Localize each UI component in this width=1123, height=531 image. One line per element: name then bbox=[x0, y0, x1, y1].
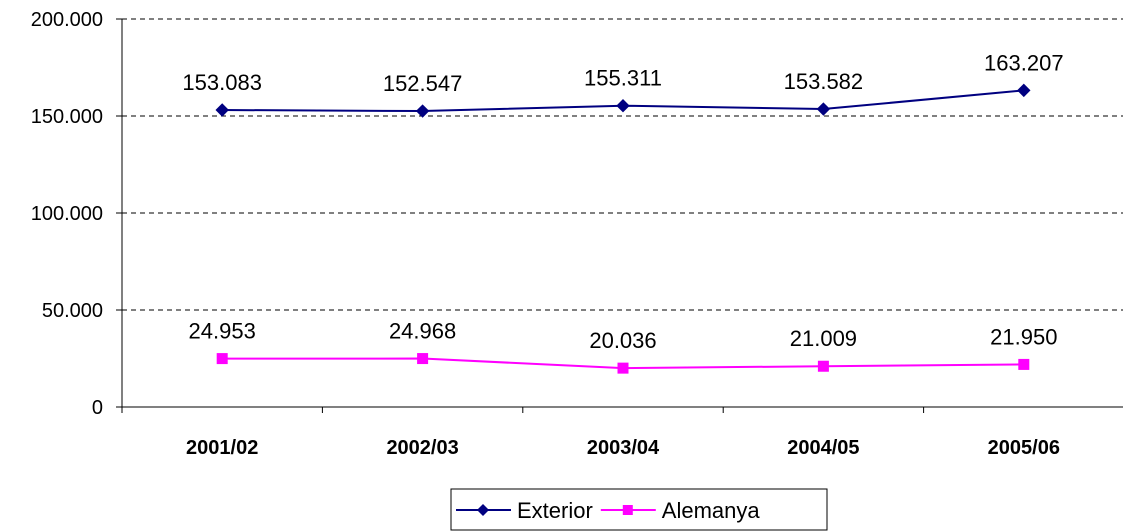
data-label: 153.083 bbox=[182, 70, 262, 95]
data-point bbox=[817, 360, 829, 372]
data-label: 24.968 bbox=[389, 319, 456, 344]
data-point bbox=[417, 353, 429, 365]
y-tick-label: 150.000 bbox=[31, 106, 103, 128]
y-tick-label: 50.000 bbox=[42, 300, 103, 322]
x-tick-label: 2005/06 bbox=[988, 437, 1060, 459]
series-exterior: 153.083 152.547 155.311 153.582 163.207 bbox=[182, 50, 1064, 118]
legend-marker bbox=[477, 504, 489, 516]
data-label: 21.950 bbox=[990, 324, 1057, 349]
y-tick-label: 0 bbox=[92, 397, 103, 419]
data-label: 153.582 bbox=[784, 69, 864, 94]
y-axis-ticks: 0 50.000 100.000 150.000 200.000 bbox=[31, 9, 122, 419]
data-label: 155.311 bbox=[584, 66, 662, 91]
data-label: 20.036 bbox=[589, 328, 656, 353]
legend-item-exterior: Exterior bbox=[456, 498, 593, 523]
data-point bbox=[616, 98, 630, 113]
y-tick-label: 100.000 bbox=[31, 203, 103, 225]
data-point bbox=[215, 103, 229, 117]
x-tick-label: 2001/02 bbox=[186, 437, 258, 459]
data-point bbox=[1017, 83, 1031, 98]
legend-item-alemanya: Alemanya bbox=[600, 498, 761, 523]
x-axis-ticks: 2001/02 2002/03 2003/04 2004/05 2005/06 bbox=[121, 407, 1060, 459]
data-point bbox=[617, 362, 629, 374]
legend-label: Exterior bbox=[517, 498, 593, 523]
x-tick-label: 2002/03 bbox=[386, 437, 458, 459]
data-point bbox=[1018, 358, 1030, 370]
legend-marker bbox=[622, 505, 633, 515]
legend-label: Alemanya bbox=[662, 498, 761, 523]
gridlines bbox=[122, 18, 1123, 311]
data-point bbox=[415, 104, 430, 118]
data-point bbox=[816, 102, 831, 116]
series-alemanya: 24.953 24.968 20.036 21.009 21.950 bbox=[189, 319, 1057, 374]
data-label: 21.009 bbox=[790, 326, 857, 351]
x-tick-label: 2004/05 bbox=[787, 437, 859, 459]
series-group: 153.083 152.547 155.311 153.582 163.207 24.95… bbox=[182, 50, 1064, 374]
legend: Exterior Alemanya bbox=[450, 488, 828, 531]
y-tick-label: 200.000 bbox=[31, 9, 103, 31]
x-tick-label: 2003/04 bbox=[587, 437, 660, 459]
data-point bbox=[216, 353, 228, 365]
data-label: 24.953 bbox=[189, 319, 256, 344]
data-label: 163.207 bbox=[984, 50, 1064, 75]
data-label: 152.547 bbox=[383, 71, 463, 96]
